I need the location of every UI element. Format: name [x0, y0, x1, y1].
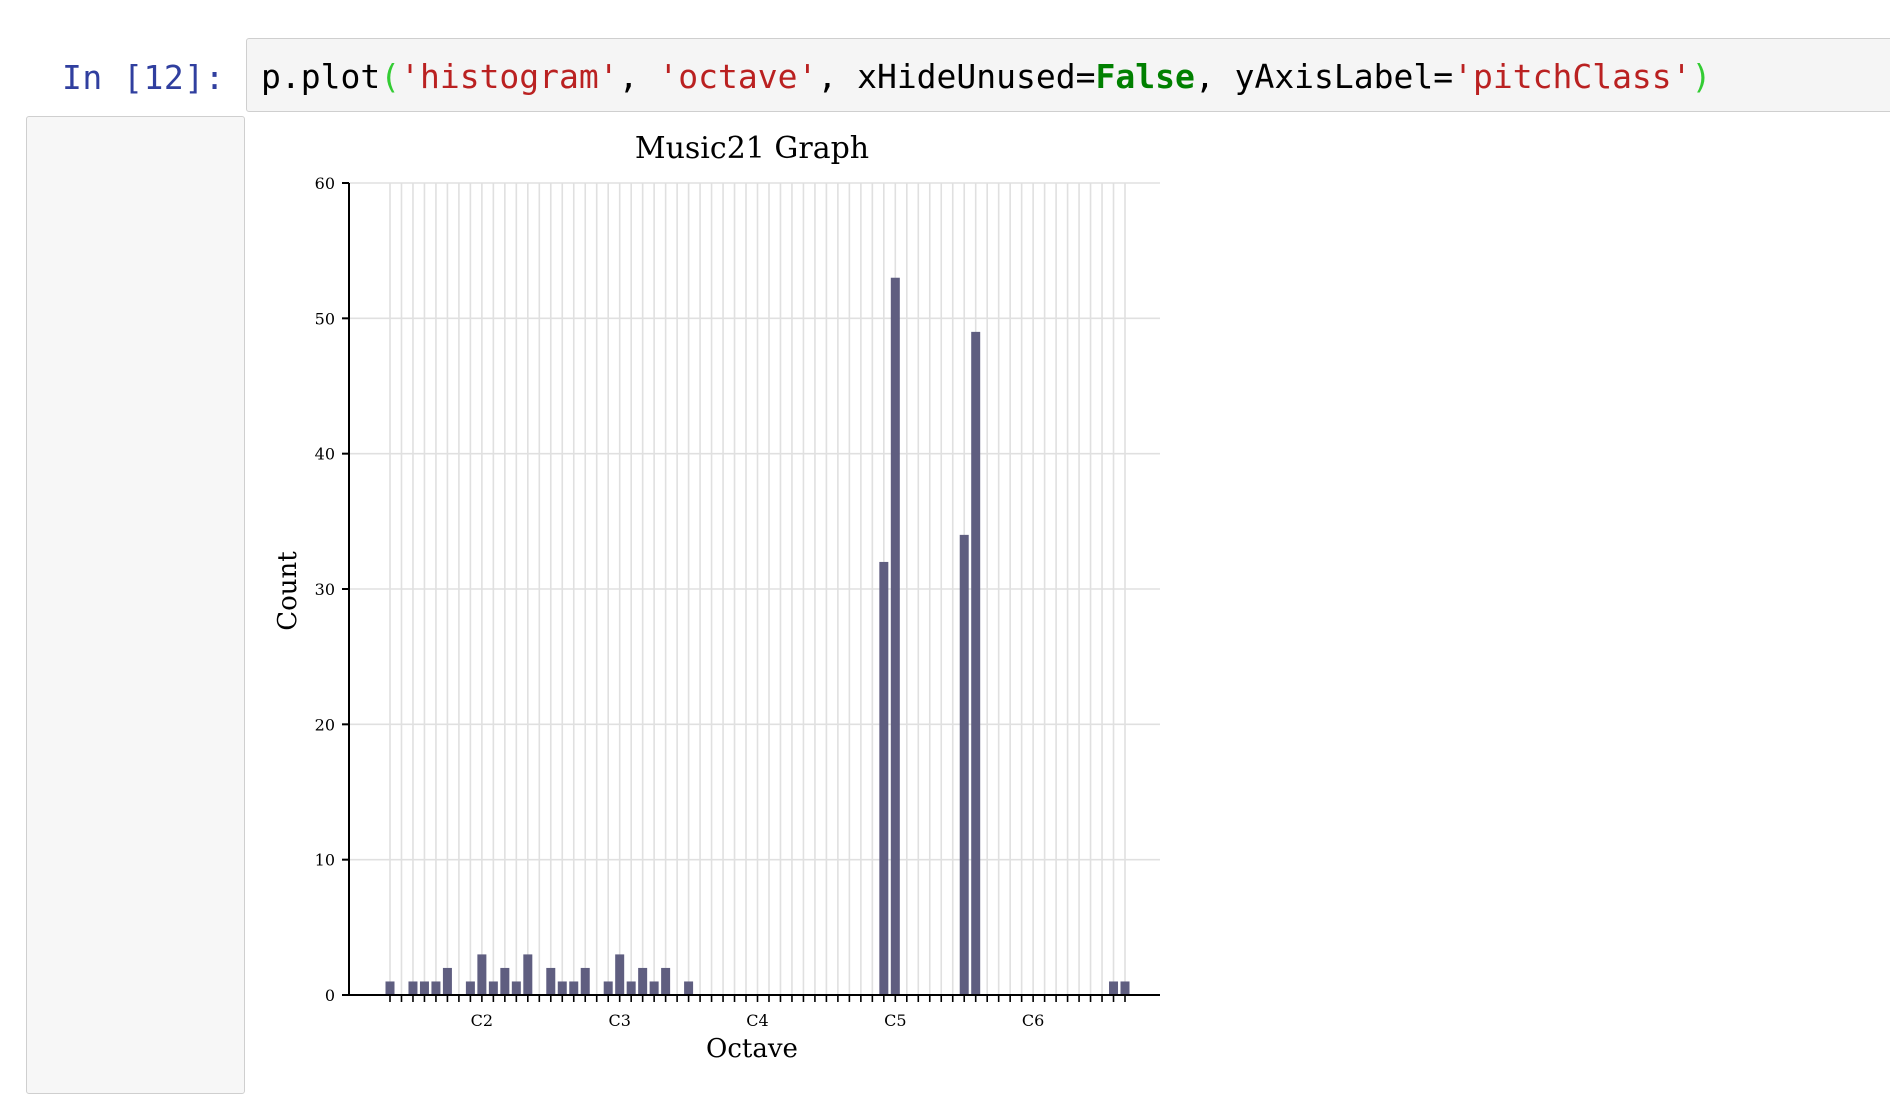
cell-prompt: In [12]:: [62, 58, 225, 97]
histogram-bar: [1109, 981, 1119, 995]
code-token: , xHideUnused=: [817, 57, 1096, 96]
histogram-bar: [890, 277, 900, 995]
histogram-bar: [523, 954, 533, 995]
x-tick-label: C3: [608, 1011, 630, 1030]
histogram-bar: [580, 967, 590, 995]
axes-layer: 0 10 20 30 40 50 60 C2 C3 C4 C5 C6: [315, 174, 1160, 1030]
histogram-bar: [488, 981, 498, 995]
grid-layer: [349, 182, 1160, 996]
histogram-bar: [408, 981, 418, 995]
y-tick-label: 30: [315, 580, 335, 599]
y-tick-label: 20: [315, 715, 335, 734]
x-tick-label: C4: [746, 1011, 768, 1030]
code-token: 'histogram': [400, 57, 619, 96]
code-token: , yAxisLabel=: [1194, 57, 1454, 96]
code-token: ,: [618, 57, 659, 96]
histogram-bar: [1120, 981, 1130, 995]
code-token: (: [380, 57, 401, 96]
histogram-bar: [959, 534, 969, 995]
code-token: False: [1095, 57, 1195, 96]
chart-output: 0 10 20 30 40 50 60 C2 C3 C4 C5 C6 Music21 Graph Oc…: [262, 126, 1182, 1086]
output-prompt-area: [26, 116, 245, 1094]
y-tick-label: 60: [315, 174, 335, 193]
histogram-bar: [684, 981, 694, 995]
x-tick-label: C5: [884, 1011, 906, 1030]
y-tick-label: 40: [315, 445, 335, 464]
code-token: 'pitchClass': [1453, 57, 1692, 96]
histogram-bar: [477, 954, 487, 995]
histogram-bar: [615, 954, 625, 995]
histogram-chart: 0 10 20 30 40 50 60 C2 C3 C4 C5 C6 Music21 Graph Oc…: [273, 131, 1160, 1064]
code-input-area[interactable]: p.plot('histogram', 'octave', xHideUnuse…: [246, 38, 1890, 112]
histogram-bar: [419, 981, 429, 995]
y-tick-label: 50: [315, 309, 335, 328]
histogram-bar: [442, 967, 452, 995]
y-axis-label: Count: [273, 551, 303, 631]
code-token: ): [1691, 57, 1712, 96]
histogram-bar: [879, 561, 889, 995]
chart-title: Music21 Graph: [635, 131, 869, 166]
y-tick-label: 0: [325, 986, 335, 1005]
histogram-bar: [465, 981, 475, 995]
x-axis-label: Octave: [706, 1034, 798, 1064]
histogram-bar: [431, 981, 441, 995]
histogram-bar: [569, 981, 579, 995]
histogram-bar: [971, 331, 981, 995]
histogram-bar: [626, 981, 636, 995]
histogram-bar: [661, 967, 671, 995]
y-tick-label: 10: [315, 851, 335, 870]
histogram-bar: [385, 981, 395, 995]
histogram-bar: [546, 967, 556, 995]
histogram-bar: [557, 981, 567, 995]
histogram-bar: [638, 967, 648, 995]
histogram-bar: [511, 981, 521, 995]
x-tick-label: C2: [471, 1011, 493, 1030]
histogram-bar: [649, 981, 659, 995]
bars-layer: [385, 277, 1130, 995]
x-tick-label: C6: [1022, 1011, 1044, 1030]
code-token: p.plot: [261, 57, 381, 96]
histogram-bar: [500, 967, 510, 995]
code-line[interactable]: p.plot('histogram', 'octave', xHideUnuse…: [261, 57, 1711, 96]
code-token: 'octave': [658, 57, 818, 96]
histogram-bar: [603, 981, 613, 995]
